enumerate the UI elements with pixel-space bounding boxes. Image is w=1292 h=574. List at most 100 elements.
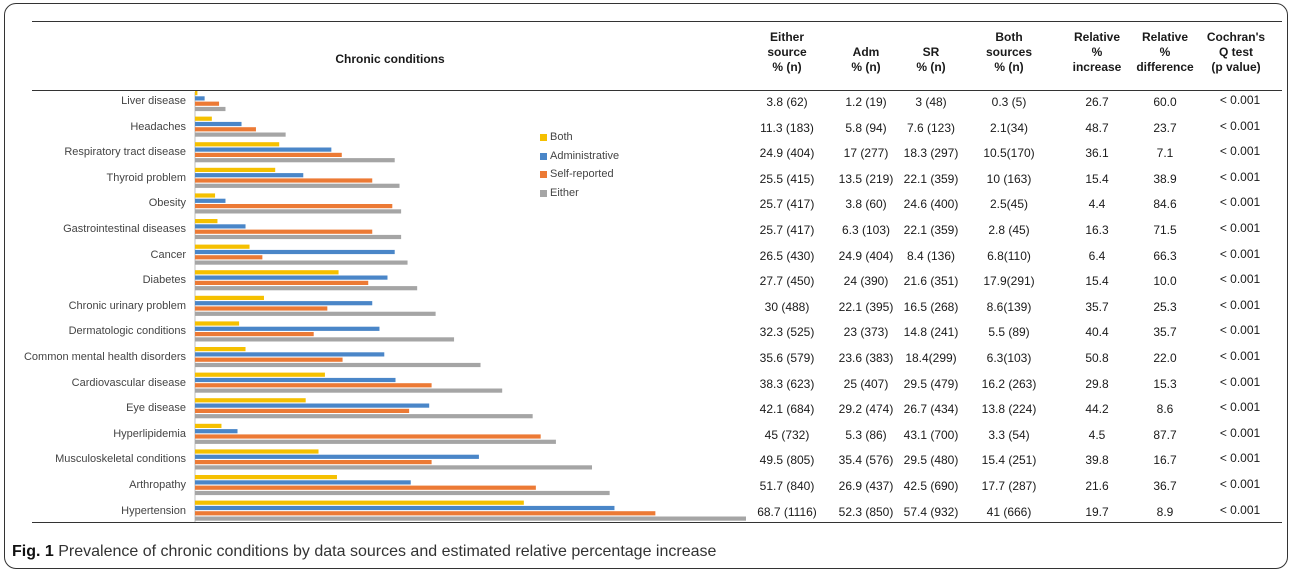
table-cell: 25.7 (417)	[759, 197, 815, 212]
bar	[195, 511, 656, 516]
table-cell: 2.5(45)	[989, 197, 1029, 212]
table-cell: < 0.001	[1219, 93, 1261, 107]
table-cell: < 0.001	[1219, 221, 1261, 235]
bar	[195, 301, 373, 306]
table-cell: 15.4 (251)	[981, 453, 1037, 468]
table-cell: 15.4	[1085, 274, 1109, 289]
column-header: Relative % increase	[1072, 30, 1122, 74]
table-cell: < 0.001	[1219, 502, 1261, 517]
bar	[195, 321, 240, 326]
column-header: SR % (n)	[916, 45, 946, 74]
table-cell: 42.5 (690)	[903, 479, 959, 493]
table-cell: 7.1	[1156, 146, 1174, 161]
table-cell: 6.3 (103)	[841, 223, 891, 237]
table-cell: 29.5 (479)	[903, 376, 959, 391]
bar	[195, 516, 746, 521]
bar	[195, 219, 218, 224]
condition-label: Cancer	[150, 248, 186, 261]
condition-label: Cardiovascular disease	[71, 376, 186, 389]
table-cell: 22.1 (359)	[903, 223, 959, 237]
bar	[195, 475, 337, 480]
column-header: Cochran's Q test (p value)	[1206, 30, 1266, 74]
table-cell: 10 (163)	[986, 171, 1032, 186]
bar	[195, 209, 402, 214]
bar	[195, 439, 556, 444]
bar	[195, 193, 216, 198]
bar	[195, 204, 393, 209]
table-cell: 25.5 (415)	[759, 171, 815, 186]
bar	[195, 398, 306, 403]
table-cell: < 0.001	[1219, 272, 1261, 287]
table-cell: < 0.001	[1219, 374, 1261, 389]
table-cell: 51.7 (840)	[759, 479, 815, 493]
table-cell: 25.3	[1153, 299, 1177, 314]
bar	[195, 490, 610, 496]
table-cell: < 0.001	[1219, 144, 1261, 159]
table-cell: 25.7 (417)	[759, 223, 815, 237]
column-header: Both sources % (n)	[985, 30, 1033, 74]
table-cell: 11.3 (183)	[760, 120, 814, 135]
table-cell: 10.0	[1153, 274, 1177, 289]
table-cell: 17.9(291)	[983, 274, 1035, 289]
condition-label: Hypertension	[121, 504, 186, 517]
table-cell: 15.4	[1085, 171, 1109, 186]
table-cell: 48.7	[1085, 120, 1109, 135]
table-cell: 40.4	[1085, 325, 1109, 340]
bar	[195, 234, 402, 240]
condition-label: Respiratory tract disease	[64, 146, 186, 159]
table-cell: 21.6 (351)	[903, 274, 959, 289]
table-cell: 13.8 (224)	[981, 402, 1037, 417]
table-cell: 2.8 (45)	[988, 223, 1030, 237]
table-cell: < 0.001	[1219, 246, 1261, 261]
table-cell: 18.4(299)	[905, 351, 957, 365]
bar	[195, 383, 432, 388]
bar	[195, 198, 226, 203]
table-cell: < 0.001	[1219, 195, 1261, 210]
figure-caption: Fig. 1 Prevalence of chronic conditions …	[12, 543, 716, 561]
table-cell: 29.2 (474)	[838, 402, 894, 417]
bar	[195, 101, 220, 106]
bar	[195, 332, 314, 337]
condition-label: Chronic urinary problem	[68, 299, 186, 312]
bar	[195, 167, 276, 172]
bar	[195, 183, 400, 188]
bar	[195, 465, 593, 470]
legend-label: Either	[550, 187, 579, 199]
bar	[195, 229, 373, 234]
bar	[195, 147, 332, 152]
legend-label: Both	[550, 131, 573, 143]
condition-label: Eye disease	[126, 402, 186, 415]
table-cell: 14.8 (241)	[903, 325, 959, 340]
condition-label: Common mental health disorders	[23, 351, 186, 363]
table-cell: 3.8 (62)	[766, 95, 808, 109]
table-cell: 50.8	[1085, 351, 1109, 365]
figure-frame	[4, 3, 1288, 569]
legend-swatch	[540, 133, 547, 141]
table-cell: 87.7	[1153, 427, 1177, 442]
bar	[195, 260, 408, 265]
table-cell: < 0.001	[1219, 323, 1261, 338]
table-cell: 23.6 (383)	[838, 351, 894, 365]
table-cell: 26.7 (434)	[903, 402, 959, 417]
condition-label: Obesity	[148, 197, 186, 210]
table-cell: 21.6	[1085, 479, 1109, 493]
bar	[195, 132, 286, 137]
table-cell: 8.6	[1156, 402, 1174, 417]
bar	[195, 127, 256, 132]
bar	[195, 449, 319, 454]
table-cell: 66.3	[1153, 248, 1177, 263]
table-cell: 49.5 (805)	[759, 453, 815, 468]
legend-swatch	[540, 152, 547, 160]
column-header: Adm % (n)	[851, 45, 881, 74]
table-cell: 32.3 (525)	[759, 325, 815, 340]
table-cell: 22.0	[1153, 351, 1177, 365]
bar	[195, 306, 328, 311]
table-cell: 23 (373)	[843, 325, 889, 340]
table-top-rule	[32, 21, 1282, 22]
table-cell: < 0.001	[1219, 451, 1261, 466]
table-cell: 44.2	[1085, 402, 1109, 417]
table-cell: 16.5 (268)	[903, 299, 959, 314]
table-cell: < 0.001	[1219, 477, 1261, 491]
bar	[195, 96, 205, 101]
